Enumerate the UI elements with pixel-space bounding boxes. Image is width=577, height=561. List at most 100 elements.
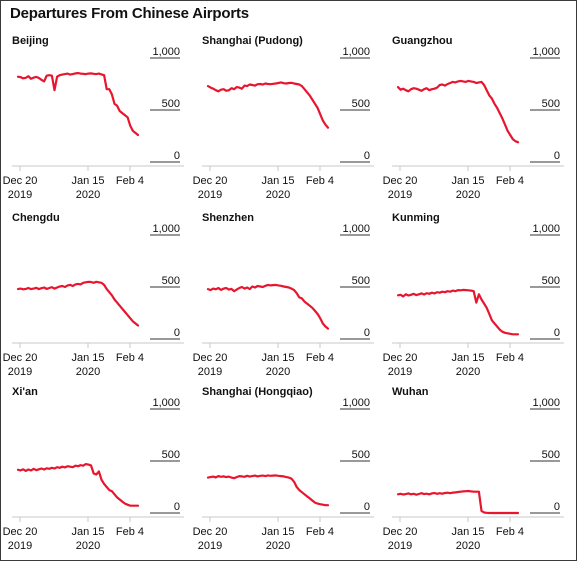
x-tick-label: Dec 20	[193, 526, 228, 538]
series-line-beijing	[16, 71, 140, 137]
x-tick-label: Jan 15	[71, 352, 104, 364]
series-line-wuhan	[396, 489, 520, 515]
x-tick-label: Dec 20	[383, 352, 418, 364]
x-tick-label-year: 2020	[456, 366, 480, 378]
x-tick-label: Feb 4	[496, 526, 524, 538]
y-tick-label: 500	[162, 449, 180, 461]
series-line-chengdu	[16, 280, 140, 327]
x-tick-label: Jan 15	[261, 175, 294, 187]
panel-wuhan: Wuhan 1,000 500 0 Dec 20 2019 Jan 15 2020 Feb 4	[383, 386, 564, 552]
y-tick-label: 0	[554, 150, 560, 162]
y-tick-label: 1,000	[532, 223, 560, 235]
panel-title-shanghai-pudong: Shanghai (Pudong)	[202, 35, 303, 47]
series-line-xi-an	[16, 463, 140, 507]
panel-beijing: Beijing 1,000 500 0 Dec 20 2019 Jan 15 2020 Feb …	[3, 35, 184, 201]
x-tick-label-year: 2020	[266, 189, 290, 201]
y-tick-label: 1,000	[532, 397, 560, 409]
x-tick-label-year: 2019	[8, 540, 32, 552]
x-tick-label: Feb 4	[116, 175, 144, 187]
x-tick-label: Jan 15	[71, 175, 104, 187]
panel-title-guangzhou: Guangzhou	[392, 35, 453, 47]
y-tick-label: 500	[352, 275, 370, 287]
y-tick-label: 500	[542, 98, 560, 110]
x-tick-label-year: 2020	[456, 540, 480, 552]
x-tick-label: Feb 4	[496, 352, 524, 364]
y-tick-label: 500	[542, 275, 560, 287]
y-tick-label: 1,000	[152, 397, 180, 409]
panel-title-xi-an: Xi'an	[12, 386, 38, 398]
series-line-shanghai-pudong	[206, 81, 330, 129]
y-tick-label: 1,000	[342, 46, 370, 58]
x-tick-label: Dec 20	[3, 352, 38, 364]
x-tick-label-year: 2019	[198, 366, 222, 378]
page-title: Departures From Chinese Airports	[10, 5, 249, 22]
panel-shenzhen: Shenzhen 1,000 500 0 Dec 20 2019 Jan 15 2020 Feb…	[193, 212, 374, 378]
panel-title-shenzhen: Shenzhen	[202, 212, 254, 224]
y-tick-label: 0	[364, 327, 370, 339]
x-tick-label-year: 2019	[8, 189, 32, 201]
x-tick-label-year: 2020	[266, 366, 290, 378]
panel-shanghai-pudong: Shanghai (Pudong) 1,000 500 0 Dec 20 2019 Jan …	[193, 35, 374, 201]
x-tick-label: Feb 4	[116, 352, 144, 364]
x-tick-label: Feb 4	[306, 352, 334, 364]
y-tick-label: 0	[364, 501, 370, 513]
x-tick-label-year: 2019	[388, 189, 412, 201]
x-tick-label-year: 2020	[76, 189, 100, 201]
y-tick-label: 500	[162, 275, 180, 287]
x-tick-label-year: 2019	[198, 189, 222, 201]
panel-title-chengdu: Chengdu	[12, 212, 60, 224]
x-tick-label: Feb 4	[496, 175, 524, 187]
y-tick-label: 1,000	[152, 46, 180, 58]
x-tick-label-year: 2020	[76, 366, 100, 378]
x-tick-label: Dec 20	[3, 175, 38, 187]
series-line-shenzhen	[206, 283, 330, 330]
panel-chengdu: Chengdu 1,000 500 0 Dec 20 2019 Jan 15 2020 Feb …	[3, 212, 184, 378]
y-tick-label: 500	[542, 449, 560, 461]
x-tick-label-year: 2020	[456, 189, 480, 201]
y-tick-label: 500	[352, 449, 370, 461]
x-tick-label-year: 2019	[198, 540, 222, 552]
x-tick-label-year: 2019	[388, 366, 412, 378]
x-tick-label: Jan 15	[261, 526, 294, 538]
panel-xi-an: Xi'an 1,000 500 0 Dec 20 2019 Jan 15 2020 Feb 4	[3, 386, 184, 552]
x-tick-label: Feb 4	[306, 175, 334, 187]
panel-title-kunming: Kunming	[392, 212, 440, 224]
series-line-kunming	[396, 288, 520, 336]
panel-title-wuhan: Wuhan	[392, 386, 429, 398]
y-tick-label: 0	[174, 150, 180, 162]
x-tick-label: Feb 4	[116, 526, 144, 538]
y-tick-label: 0	[554, 327, 560, 339]
series-line-shanghai-hongqiao	[206, 474, 330, 507]
x-tick-label-year: 2019	[388, 540, 412, 552]
x-tick-label: Dec 20	[193, 352, 228, 364]
y-tick-label: 1,000	[342, 223, 370, 235]
panel-kunming: Kunming 1,000 500 0 Dec 20 2019 Jan 15 2020 Feb …	[383, 212, 564, 378]
y-tick-label: 1,000	[152, 223, 180, 235]
y-tick-label: 1,000	[342, 397, 370, 409]
y-tick-label: 500	[162, 98, 180, 110]
x-tick-label: Dec 20	[193, 175, 228, 187]
panel-guangzhou: Guangzhou 1,000 500 0 Dec 20 2019 Jan 15 2020 Fe…	[383, 35, 564, 201]
x-tick-label: Jan 15	[451, 526, 484, 538]
x-tick-label: Jan 15	[261, 352, 294, 364]
panel-title-beijing: Beijing	[12, 35, 49, 47]
panel-shanghai-hongqiao: Shanghai (Hongqiao) 1,000 500 0 Dec 20 2019 Ja…	[193, 386, 374, 552]
y-tick-label: 500	[352, 98, 370, 110]
x-tick-label: Dec 20	[383, 175, 418, 187]
y-tick-label: 0	[174, 327, 180, 339]
series-line-guangzhou	[396, 79, 520, 144]
x-tick-label: Jan 15	[71, 526, 104, 538]
x-tick-label: Dec 20	[3, 526, 38, 538]
x-tick-label-year: 2020	[266, 540, 290, 552]
y-tick-label: 0	[554, 501, 560, 513]
x-tick-label: Dec 20	[383, 526, 418, 538]
x-tick-label: Jan 15	[451, 352, 484, 364]
x-tick-label-year: 2020	[76, 540, 100, 552]
x-tick-label: Jan 15	[451, 175, 484, 187]
panel-title-shanghai-hongqiao: Shanghai (Hongqiao)	[202, 386, 313, 398]
x-tick-label-year: 2019	[8, 366, 32, 378]
x-tick-label: Feb 4	[306, 526, 334, 538]
y-tick-label: 0	[174, 501, 180, 513]
